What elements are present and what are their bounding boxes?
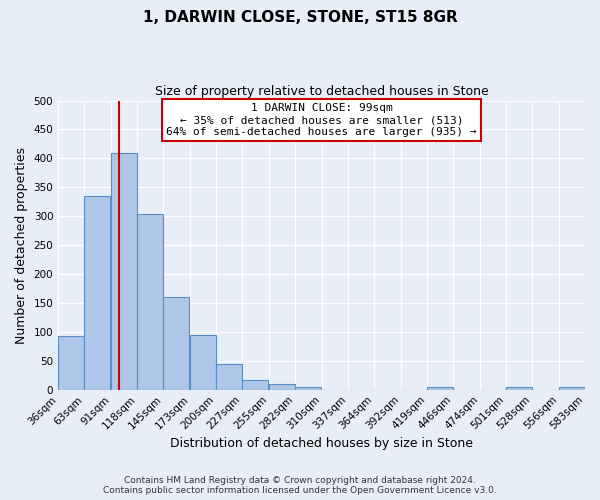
Bar [190,335,216,390]
Bar [163,297,189,390]
Title: Size of property relative to detached houses in Stone: Size of property relative to detached ho… [155,85,488,98]
Bar [84,196,110,390]
Bar [559,387,585,390]
Bar [427,387,453,390]
X-axis label: Distribution of detached houses by size in Stone: Distribution of detached houses by size … [170,437,473,450]
Text: Contains HM Land Registry data © Crown copyright and database right 2024.
Contai: Contains HM Land Registry data © Crown c… [103,476,497,495]
Text: 1 DARWIN CLOSE: 99sqm
← 35% of detached houses are smaller (513)
64% of semi-det: 1 DARWIN CLOSE: 99sqm ← 35% of detached … [166,104,477,136]
Bar [242,380,268,390]
Bar [295,387,321,390]
Y-axis label: Number of detached properties: Number of detached properties [15,146,28,344]
Bar [269,384,295,390]
Bar [58,336,84,390]
Bar [111,152,137,390]
Bar [216,364,242,390]
Bar [137,214,163,390]
Text: 1, DARWIN CLOSE, STONE, ST15 8GR: 1, DARWIN CLOSE, STONE, ST15 8GR [143,10,457,25]
Bar [506,387,532,390]
